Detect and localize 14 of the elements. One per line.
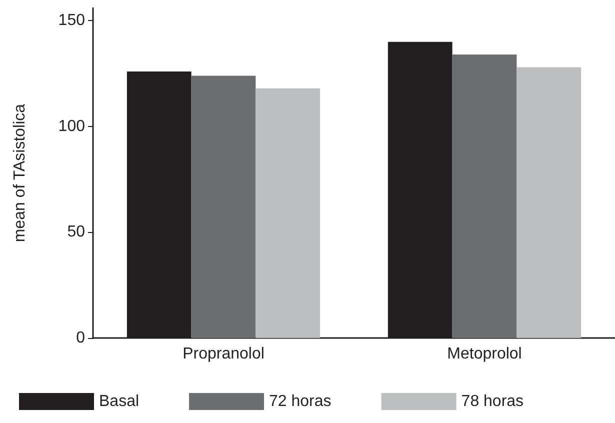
y-tick-label: 50: [67, 224, 86, 241]
y-tick-label: 100: [58, 118, 86, 135]
y-tick-label: 150: [58, 12, 86, 30]
bar: [191, 76, 256, 338]
x-tick-label: Propranolol: [182, 346, 264, 362]
bar: [452, 54, 517, 338]
bar: [516, 67, 582, 338]
legend-label: Basal: [99, 393, 140, 410]
x-tick-label: Metoprolol: [447, 346, 522, 362]
y-tick-label: 0: [76, 330, 86, 346]
legend-label: 72 horas: [269, 393, 332, 410]
bar: [256, 88, 320, 338]
legend-label: 78 horas: [461, 393, 524, 410]
y-axis-title: mean of TAsistolica: [12, 104, 28, 242]
